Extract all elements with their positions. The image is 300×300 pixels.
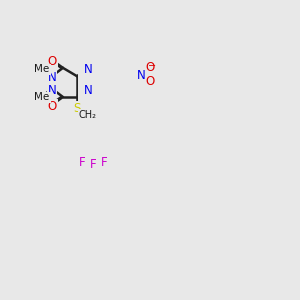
- Text: O: O: [146, 61, 155, 74]
- Text: O: O: [146, 75, 155, 88]
- Text: CH₂: CH₂: [79, 110, 97, 120]
- Text: F: F: [90, 158, 96, 170]
- Text: N: N: [137, 69, 146, 82]
- Text: F: F: [79, 157, 86, 169]
- Text: F: F: [101, 157, 107, 169]
- Text: S: S: [73, 102, 81, 116]
- Text: N: N: [84, 63, 93, 76]
- Text: Me: Me: [34, 92, 50, 103]
- Text: O: O: [47, 100, 57, 113]
- Text: Me: Me: [34, 64, 50, 74]
- Text: N: N: [48, 84, 56, 97]
- Text: O: O: [47, 55, 57, 68]
- Text: N: N: [84, 84, 93, 97]
- Text: N: N: [48, 71, 56, 84]
- Text: −: −: [148, 61, 156, 70]
